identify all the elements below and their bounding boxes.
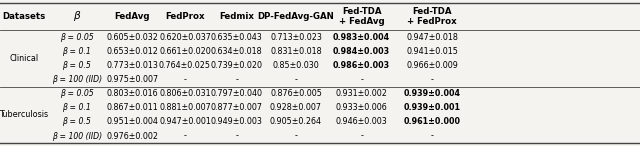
- Text: 0.605±0.032: 0.605±0.032: [106, 33, 158, 41]
- Text: 0.966±0.009: 0.966±0.009: [406, 61, 458, 70]
- Text: -: -: [236, 132, 238, 140]
- Text: 0.933±0.006: 0.933±0.006: [336, 103, 387, 112]
- Text: -: -: [184, 75, 186, 84]
- Text: -: -: [236, 75, 238, 84]
- Text: 0.634±0.018: 0.634±0.018: [211, 47, 262, 56]
- Text: 0.947±0.018: 0.947±0.018: [406, 33, 458, 41]
- Text: β = 0.05: β = 0.05: [60, 89, 93, 98]
- Text: -: -: [184, 132, 186, 140]
- Text: 0.986±0.003: 0.986±0.003: [333, 61, 390, 70]
- Text: 0.773±0.013: 0.773±0.013: [106, 61, 158, 70]
- Text: 0.764±0.025: 0.764±0.025: [159, 61, 211, 70]
- Text: Clinical: Clinical: [10, 54, 38, 63]
- Text: 0.635±0.043: 0.635±0.043: [211, 33, 262, 41]
- Text: 0.713±0.023: 0.713±0.023: [270, 33, 322, 41]
- Text: 0.931±0.002: 0.931±0.002: [335, 89, 388, 98]
- Text: 0.806±0.031: 0.806±0.031: [159, 89, 211, 98]
- Text: 0.949±0.003: 0.949±0.003: [211, 117, 263, 126]
- Text: DP-FedAvg-GAN: DP-FedAvg-GAN: [258, 12, 334, 21]
- Text: 0.961±0.000: 0.961±0.000: [403, 117, 461, 126]
- Text: -: -: [294, 132, 298, 140]
- Text: 0.831±0.018: 0.831±0.018: [270, 47, 322, 56]
- Text: 0.797±0.040: 0.797±0.040: [211, 89, 263, 98]
- Text: 0.85±0.030: 0.85±0.030: [273, 61, 319, 70]
- Text: 0.928±0.007: 0.928±0.007: [270, 103, 322, 112]
- Text: β = 100 (IID): β = 100 (IID): [52, 132, 102, 140]
- Text: Fed-TDA
+ FedAvg: Fed-TDA + FedAvg: [339, 7, 385, 26]
- Text: 0.653±0.012: 0.653±0.012: [106, 47, 158, 56]
- Text: β = 0.5: β = 0.5: [63, 61, 91, 70]
- Text: 0.739±0.020: 0.739±0.020: [211, 61, 263, 70]
- Text: 0.946±0.003: 0.946±0.003: [336, 117, 387, 126]
- Text: $\beta$: $\beta$: [72, 9, 81, 23]
- Text: 0.983±0.004: 0.983±0.004: [333, 33, 390, 41]
- Text: 0.951±0.004: 0.951±0.004: [106, 117, 158, 126]
- Text: 0.867±0.011: 0.867±0.011: [106, 103, 158, 112]
- Text: -: -: [294, 75, 298, 84]
- Text: 0.620±0.037: 0.620±0.037: [159, 33, 211, 41]
- Text: Fedmix: Fedmix: [220, 12, 254, 21]
- Text: 0.661±0.020: 0.661±0.020: [159, 47, 211, 56]
- Text: -: -: [360, 75, 363, 84]
- Text: -: -: [431, 75, 433, 84]
- Text: 0.976±0.002: 0.976±0.002: [106, 132, 158, 140]
- Text: 0.984±0.003: 0.984±0.003: [333, 47, 390, 56]
- Text: Tuberculosis: Tuberculosis: [0, 110, 49, 119]
- Text: 0.877±0.007: 0.877±0.007: [211, 103, 263, 112]
- Text: FedAvg: FedAvg: [115, 12, 150, 21]
- Text: 0.881±0.007: 0.881±0.007: [159, 103, 211, 112]
- Text: 0.941±0.015: 0.941±0.015: [406, 47, 458, 56]
- Text: 0.803±0.016: 0.803±0.016: [106, 89, 158, 98]
- Text: β = 0.1: β = 0.1: [63, 103, 91, 112]
- Text: Datasets: Datasets: [3, 12, 45, 21]
- Text: FedProx: FedProx: [165, 12, 205, 21]
- Text: 0.975±0.007: 0.975±0.007: [106, 75, 158, 84]
- Text: β = 0.05: β = 0.05: [60, 33, 93, 41]
- Text: 0.876±0.005: 0.876±0.005: [270, 89, 322, 98]
- Text: -: -: [431, 132, 433, 140]
- Text: -: -: [360, 132, 363, 140]
- Text: 0.939±0.001: 0.939±0.001: [403, 103, 461, 112]
- Text: 0.947±0.001: 0.947±0.001: [159, 117, 211, 126]
- Text: 0.939±0.004: 0.939±0.004: [403, 89, 461, 98]
- Text: β = 100 (IID): β = 100 (IID): [52, 75, 102, 84]
- Text: Fed-TDA
+ FedProx: Fed-TDA + FedProx: [407, 7, 457, 26]
- Text: β = 0.1: β = 0.1: [63, 47, 91, 56]
- Text: 0.905±0.264: 0.905±0.264: [270, 117, 322, 126]
- Text: β = 0.5: β = 0.5: [63, 117, 91, 126]
